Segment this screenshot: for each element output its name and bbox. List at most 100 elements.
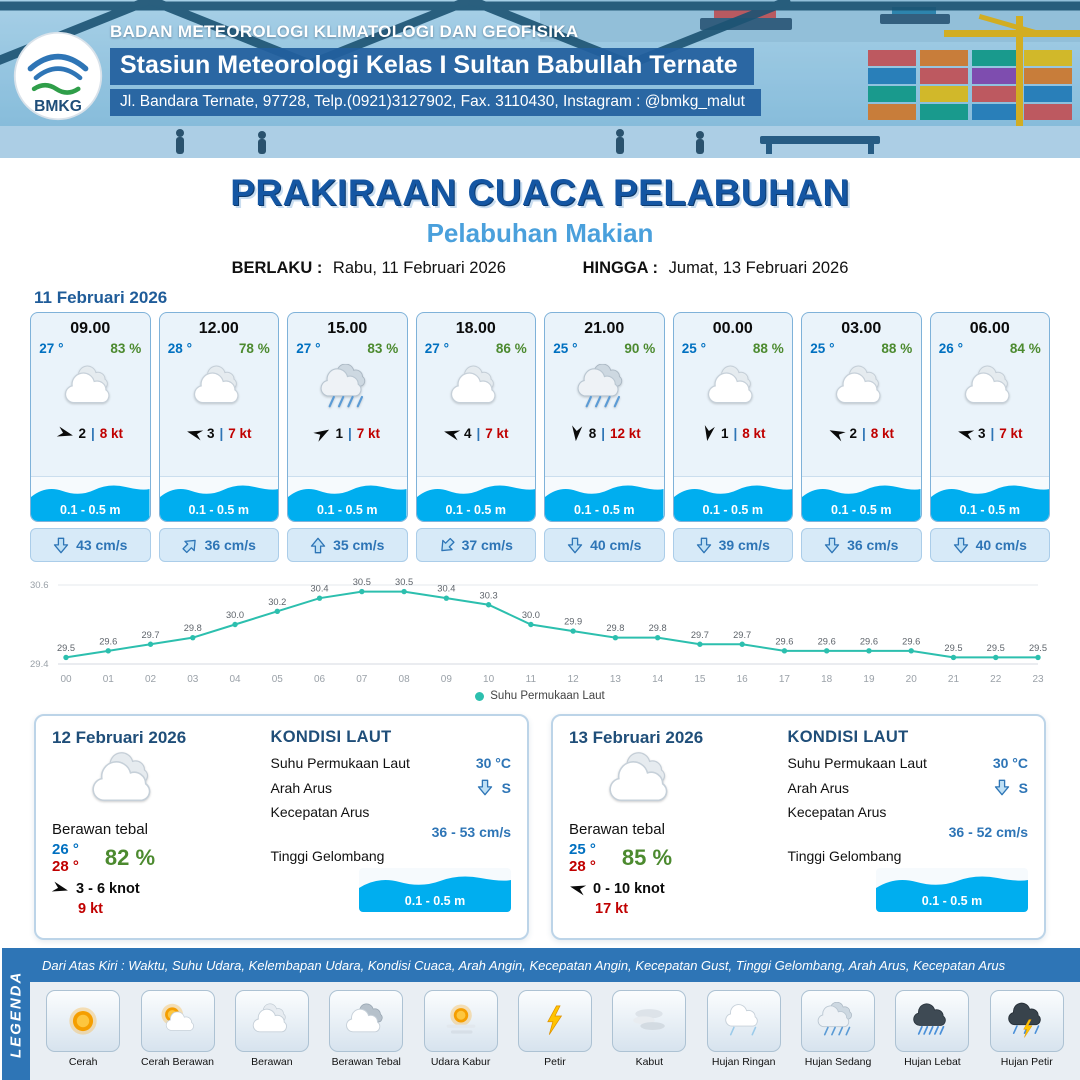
svg-text:30.5: 30.5 [353,577,371,587]
current-direction-icon [178,533,201,556]
weather-icon-berawan [189,358,249,418]
wind-range-value: 0 - 10 knot [593,880,665,897]
forecast-cards-row: 09.00 27 ° 83 % 2 | 8 kt 0.1 - 0.5 m 43 cm/s 12.… [0,312,1080,562]
wave-height: 0.1 - 0.5 m [702,503,763,517]
temp-humidity-row: 25 ° 88 % [810,341,912,356]
current-direction-icon [994,779,1010,796]
hingga-label: HINGGA : [582,259,659,277]
agency-name: BADAN METEOROLOGI KLIMATOLOGI DAN GEOFIS… [110,22,579,41]
current-speed-value: 36 - 52 cm/s [948,824,1028,840]
wave-band: 0.1 - 0.5 m [416,476,535,521]
sea-conditions: KONDISI LAUT Suhu Permukaan Laut 30 °C Arah… [788,728,1028,928]
weather-icon-berawan [446,358,506,418]
sst-value: 30 °C [475,755,511,771]
bmkg-logo: BMKG [12,30,104,127]
svg-text:29.8: 29.8 [649,623,667,633]
legend-icon-kabut [612,990,687,1052]
svg-text:20: 20 [906,674,918,685]
svg-text:04: 04 [229,674,241,685]
forecast-time: 00.00 [712,320,753,337]
wind-row: 1 | 7 kt [313,425,380,442]
relative-humidity: 88 % [752,341,784,356]
air-temperature: 27 ° [424,341,449,356]
legend-item: Hujan Ringan [706,990,781,1068]
forecast-time: 15.00 [327,320,368,337]
svg-text:05: 05 [272,674,284,685]
wave-band: 0.1 - 0.5 m [930,476,1049,521]
separator: | [347,426,352,441]
current-speed-label: Kecepatan Arus [787,804,887,820]
wind-row: 3 | 7 kt [186,425,252,442]
wind-direction-icon [567,424,585,442]
svg-text:30.0: 30.0 [522,610,540,620]
humidity: 82 % [104,845,156,870]
weather-condition: Berawan tebal [52,821,148,838]
svg-text:22: 22 [990,674,1002,685]
wave-height: 0.1 - 0.5 m [188,503,249,517]
forecast-time: 09.00 [70,320,111,337]
current-speed: 37 cm/s [461,537,513,553]
wave-height-label: Tinggi Gelombang [787,848,902,864]
legend-label: Berawan Tebal [331,1056,401,1068]
current-direction-icon [567,537,583,554]
legend-label: Hujan Ringan [711,1056,776,1068]
wind-gust: 7 kt [485,426,509,441]
current-direction-label: Arah Arus [270,779,333,796]
relative-humidity: 83 % [110,341,142,356]
wind-speed-value: 2 [849,426,857,441]
header-text: BADAN METEOROLOGI KLIMATOLOGI DAN GEOFIS… [110,22,1072,116]
current-box: 40 cm/s [929,528,1050,562]
forecast-time: 18.00 [455,320,496,337]
legend-item: Hujan Lebat [895,990,970,1068]
wind-speed-value: 1 [335,426,343,441]
svg-text:29.9: 29.9 [564,617,582,627]
legend-label: Petir [544,1056,566,1068]
sea-conditions: KONDISI LAUT Suhu Permukaan Laut 30 °C Arah… [271,728,511,928]
temp-min: 26 ° [52,841,79,858]
separator: | [861,426,866,441]
sea-conditions-title: KONDISI LAUT [270,728,392,746]
wind-gust: 8 kt [870,426,895,441]
wind-direction-icon [955,423,976,444]
svg-text:01: 01 [103,674,115,685]
temp-humidity-row: 28 ° 78 % [168,341,270,356]
legend-icon-hujan-sedang [801,990,876,1052]
svg-text:13: 13 [610,674,622,685]
wind-gust: 8 kt [742,426,766,441]
svg-text:29.7: 29.7 [733,630,751,640]
wave-box: 0.1 - 0.5 m [359,868,511,912]
svg-text:30.5: 30.5 [395,577,413,587]
wind-direction-icon [441,423,462,444]
gust-value: 17 kt [595,901,629,917]
svg-text:29.5: 29.5 [987,643,1005,653]
current-speed-label: Kecepatan Arus [270,804,370,820]
legend-item: Hujan Petir [989,990,1064,1068]
svg-text:30.4: 30.4 [311,584,329,594]
temp-max: 28 ° [569,858,596,875]
svg-text:15: 15 [694,674,706,685]
wave-height: 0.1 - 0.5 m [574,503,635,517]
forecast-card: 18.00 27 ° 86 % 4 | 7 kt 0.1 - 0.5 m [415,312,536,522]
wind-gust: 7 kt [999,426,1023,441]
wind-direction-icon [50,878,71,899]
wind-speed-value: 4 [463,426,472,441]
temp-humidity-row: 27 ° 86 % [425,341,527,356]
temp-humidity-row: 25 ° 88 % [682,341,784,356]
weather-icon-hujan-sedang [574,358,634,418]
legend-item: Udara Kabur [423,990,498,1068]
legend-dot-icon [475,691,485,701]
legend-label: Cerah Berawan [141,1056,215,1068]
svg-text:09: 09 [441,674,453,685]
svg-text:06: 06 [314,674,326,685]
current-box: 36 cm/s [801,528,922,562]
legend-icon-hujan-lebat [895,990,970,1052]
legend-icon-hujan-ringan [706,990,781,1052]
humidity: 85 % [621,845,673,870]
current-speed: 39 cm/s [718,537,770,553]
weather-icon-berawan [603,750,776,819]
forecast-card: 15.00 27 ° 83 % 1 | 7 kt 0.1 - 0.5 m [287,312,408,522]
crane-icon [944,14,1080,126]
wind-row: 4 | 7 kt [443,425,509,442]
forecast-column: 21.00 25 ° 90 % 8 | 12 kt 0.1 - 0.5 m 40 cm/s [544,312,665,562]
